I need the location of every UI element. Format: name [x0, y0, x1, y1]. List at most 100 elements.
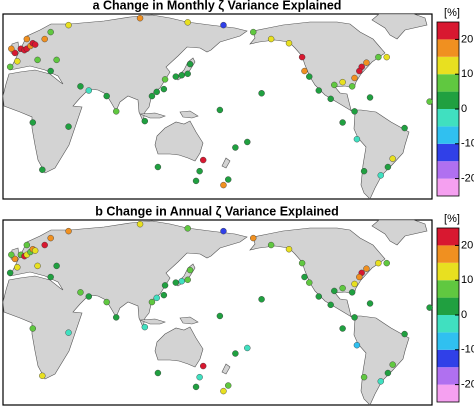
colorbar-segment: [437, 22, 459, 40]
colorbar-segment: [437, 178, 459, 196]
colorbar-segment: [437, 367, 459, 385]
station: [244, 344, 251, 352]
station: [366, 300, 374, 307]
station: [85, 87, 93, 94]
station: [353, 135, 361, 143]
panel-title: b Change in Annual ζ Variance Explained: [95, 204, 339, 218]
station: [47, 234, 54, 242]
station: [244, 138, 251, 146]
station: [250, 28, 257, 36]
station: [184, 225, 191, 232]
station: [184, 276, 191, 284]
station: [65, 227, 72, 235]
station: [6, 63, 14, 71]
station: [113, 108, 120, 115]
station: [377, 172, 384, 179]
colorbar-segment: [437, 349, 459, 368]
station: [250, 234, 257, 242]
station: [339, 284, 346, 292]
colorbar-tick-label: 10: [461, 68, 473, 80]
station: [216, 312, 224, 320]
station: [34, 56, 41, 64]
station: [65, 123, 72, 130]
station: [161, 282, 169, 289]
station: [113, 314, 120, 321]
station: [363, 59, 370, 66]
station: [285, 40, 293, 47]
station: [172, 279, 179, 286]
station: [153, 294, 160, 302]
station: [8, 251, 15, 258]
station: [65, 329, 72, 336]
station: [225, 176, 232, 183]
station: [103, 298, 110, 306]
station: [401, 330, 408, 338]
station: [301, 67, 308, 75]
colorbar-segment: [437, 74, 459, 92]
colorbar-segment: [437, 315, 459, 333]
colorbar-unit: [%]: [444, 213, 460, 225]
station: [331, 287, 338, 295]
colorbar-segment: [437, 109, 459, 127]
station: [339, 119, 346, 126]
station: [148, 92, 156, 100]
station: [53, 56, 60, 64]
station: [161, 76, 169, 83]
colorbar-segment: [437, 332, 459, 350]
station: [23, 35, 31, 43]
station: [160, 291, 168, 299]
colorbar-segment: [437, 297, 459, 315]
station: [327, 301, 334, 309]
colorbar-segment: [437, 262, 459, 281]
colorbar-segment: [437, 228, 459, 246]
colorbar-tick-label: 10: [461, 274, 473, 286]
station: [375, 259, 382, 267]
colorbar-segment: [437, 161, 459, 179]
station: [232, 350, 239, 357]
colorbar-tick-label: -20: [461, 379, 474, 391]
station: [39, 372, 46, 379]
station: [77, 83, 84, 90]
station: [186, 266, 194, 274]
station: [186, 60, 194, 68]
station: [29, 325, 36, 332]
station: [136, 14, 144, 22]
colorbar-tick-label: 0: [461, 309, 467, 321]
station: [23, 241, 31, 249]
station: [327, 95, 334, 103]
panel-a: a Change in Monthly ζ Variance Explained…: [2, 0, 474, 200]
station: [225, 382, 232, 389]
colorbar-unit: [%]: [444, 7, 460, 19]
station: [178, 278, 185, 285]
station: [306, 73, 313, 80]
station: [11, 255, 19, 263]
station: [103, 92, 110, 100]
station: [216, 106, 224, 114]
station: [153, 88, 160, 96]
station: [339, 325, 346, 332]
station: [34, 262, 41, 270]
station: [220, 387, 227, 395]
station: [220, 21, 227, 29]
colorbar-segment: [437, 91, 459, 109]
station: [384, 163, 392, 171]
colorbar-segment: [437, 280, 459, 298]
station: [348, 289, 356, 296]
station: [220, 227, 227, 235]
station: [377, 378, 384, 385]
colorbar-tick-label: -10: [461, 344, 474, 356]
colorbar-tick-label: 20: [461, 239, 473, 251]
colorbar-segment: [437, 143, 459, 162]
station: [315, 293, 322, 300]
station: [331, 81, 338, 89]
station: [31, 247, 39, 254]
station: [348, 83, 356, 90]
colorbar-tick-label: 20: [461, 33, 473, 45]
station: [220, 181, 227, 189]
station: [192, 383, 200, 391]
station: [353, 341, 361, 349]
station: [196, 167, 203, 175]
station: [192, 177, 200, 185]
station: [298, 259, 306, 267]
